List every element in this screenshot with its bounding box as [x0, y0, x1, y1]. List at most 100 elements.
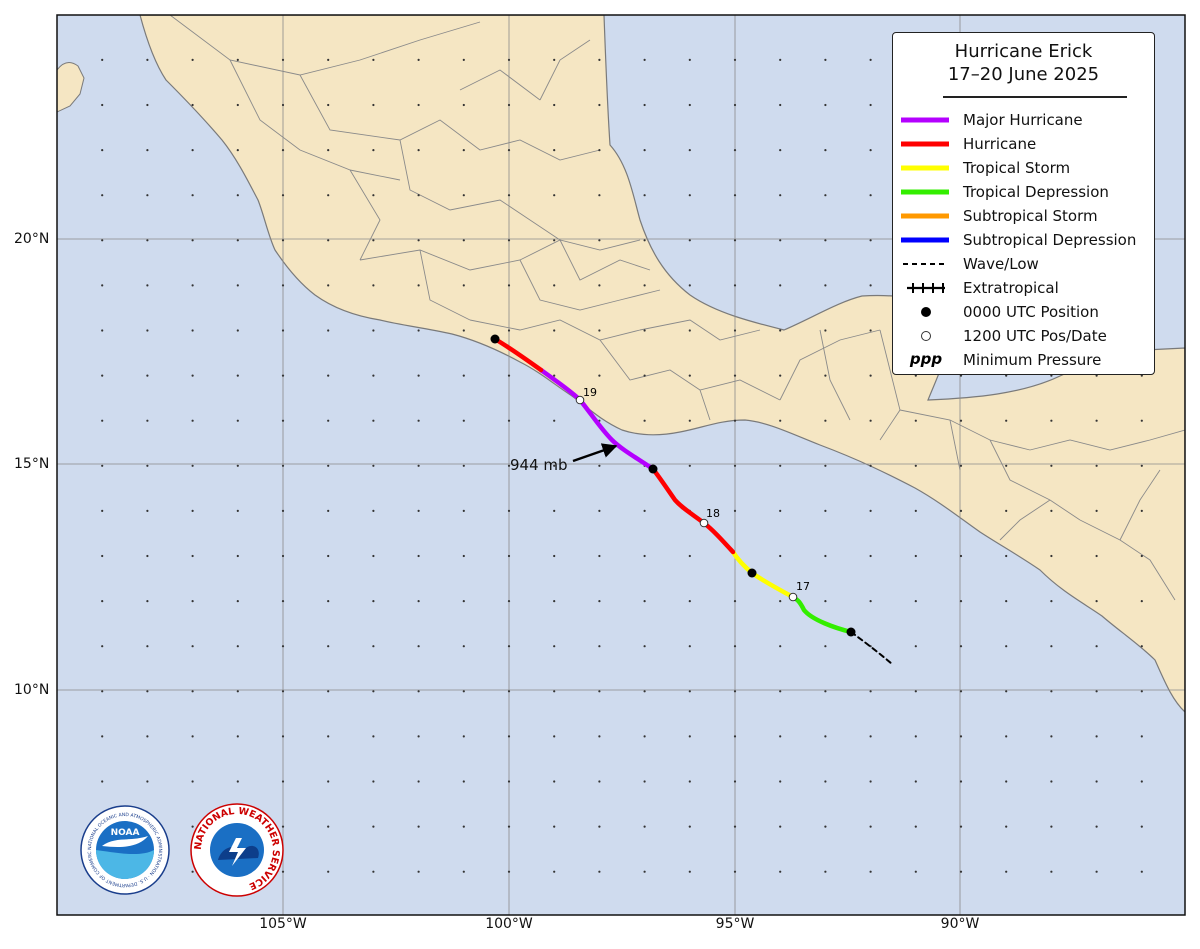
legend-item: ppp Minimum Pressure [893, 349, 1154, 371]
grid-dot [101, 329, 104, 332]
grid-dot [327, 149, 330, 152]
grid-dot [1005, 735, 1008, 738]
grid-dot [1005, 870, 1008, 873]
grid-dot [281, 284, 285, 287]
grid-dot [417, 464, 420, 467]
grid-dot [779, 509, 782, 512]
track-tropical-depression [790, 594, 854, 635]
grid-dot [733, 645, 737, 648]
grid-dot [643, 600, 646, 603]
grid-dot [507, 780, 511, 783]
grid-dot [553, 870, 556, 873]
legend-swatch: ppp [909, 350, 942, 368]
grid-dot [643, 554, 646, 558]
grid-dot [327, 284, 330, 287]
grid-dot [869, 464, 872, 467]
lat-label-15n: 15°N [14, 456, 50, 472]
grid-dot [146, 194, 149, 197]
grid-dot [462, 825, 465, 828]
grid-dot [779, 374, 782, 377]
grid-dot [146, 780, 149, 783]
legend-swatch [921, 331, 931, 341]
grid-dot [462, 735, 465, 738]
grid-dot [1050, 690, 1053, 693]
grid-dot [869, 194, 872, 197]
grid-dot [101, 600, 104, 603]
grid-dot [236, 645, 239, 648]
grid-dot [1140, 554, 1143, 558]
grid-dot [733, 600, 737, 603]
position-0000utc [648, 464, 658, 474]
legend-label: Tropical Depression [963, 183, 1109, 201]
grid-dot [101, 194, 104, 197]
legend-swatch [901, 237, 949, 243]
grid-dot [507, 690, 511, 693]
grid-dot [507, 645, 511, 648]
grid-dot [1140, 600, 1143, 603]
grid-dot [643, 780, 646, 783]
grid-dot [507, 870, 511, 873]
grid-dot [417, 239, 420, 242]
grid-dot [824, 509, 827, 512]
grid-dot [643, 329, 646, 332]
grid-dot [688, 419, 691, 422]
grid-dot [462, 509, 465, 512]
legend-item: Wave/Low [893, 253, 1154, 275]
grid-dot [688, 825, 691, 828]
grid-dot [643, 284, 646, 287]
grid-dot [959, 374, 963, 377]
grid-dot [688, 374, 691, 377]
grid-dot [191, 554, 194, 558]
grid-dot [146, 419, 149, 422]
grid-dot [779, 58, 782, 62]
grid-dot [824, 103, 827, 107]
grid-dot [507, 103, 511, 107]
grid-dot [553, 509, 556, 512]
grid-dot [733, 329, 737, 332]
grid-dot [281, 690, 285, 693]
grid-dot [191, 239, 194, 242]
grid-dot [281, 239, 285, 242]
grid-dot [959, 825, 963, 828]
grid-dot [372, 374, 375, 377]
grid-dot [1005, 600, 1008, 603]
grid-dot [1005, 554, 1008, 558]
grid-dot [869, 509, 872, 512]
grid-dot [372, 284, 375, 287]
grid-dot [191, 735, 194, 738]
grid-dot [191, 645, 194, 648]
position-0000utc [747, 568, 757, 578]
legend-item: Hurricane [893, 133, 1154, 155]
grid-dot [779, 780, 782, 783]
legend-symbol: ppp [909, 350, 942, 368]
grid-dot [191, 149, 194, 152]
legend-label: 1200 UTC Pos/Date [963, 327, 1107, 345]
grid-dot [598, 58, 601, 62]
grid-dot [281, 825, 285, 828]
grid-dot [101, 284, 104, 287]
grid-dot [1095, 600, 1098, 603]
grid-dot [1005, 509, 1008, 512]
grid-dot [281, 329, 285, 332]
grid-dot [507, 419, 511, 422]
grid-dot [1050, 780, 1053, 783]
grid-dot [869, 554, 872, 558]
grid-dot [688, 58, 691, 62]
grid-dot [824, 149, 827, 152]
grid-dot [372, 645, 375, 648]
grid-dot [1050, 554, 1053, 558]
grid-dot [643, 509, 646, 512]
grid-dot [598, 284, 601, 287]
grid-dot [146, 374, 149, 377]
grid-dot [733, 284, 737, 287]
grid-dot [688, 780, 691, 783]
grid-dot [281, 870, 285, 873]
grid-dot [779, 645, 782, 648]
grid-dot [507, 374, 511, 377]
legend-label: Tropical Storm [963, 159, 1071, 177]
grid-dot [553, 149, 556, 152]
grid-dot [869, 600, 872, 603]
grid-dot [327, 554, 330, 558]
grid-dot [417, 509, 420, 512]
legend-item: 1200 UTC Pos/Date [893, 325, 1154, 347]
